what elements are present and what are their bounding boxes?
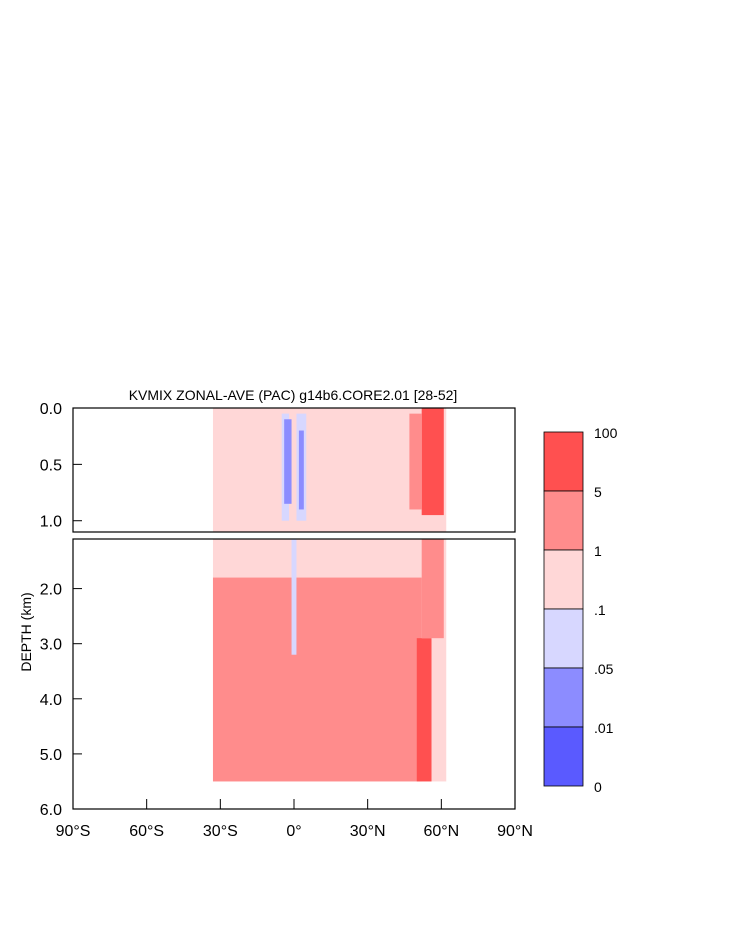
field-region: [298, 430, 304, 510]
x-tick-label: 60°N: [423, 823, 459, 840]
lower-panel: 2.0 3.0 4.0 5.0 6.0 90°S 60°S 30°S 0° 30°N 60°N 90°…: [40, 538, 533, 840]
field-region: [284, 419, 292, 504]
colorbar-label: .01: [594, 720, 614, 736]
x-tick-label: 90°N: [497, 823, 533, 840]
colorbar-legend: 100 5 1 .1 .05 .01 0: [543, 425, 618, 795]
colorbar-label: .1: [594, 602, 606, 618]
colorbar-swatch: [543, 608, 584, 669]
field-region: [416, 638, 432, 782]
field-region: [409, 413, 422, 510]
colorbar-swatch: [543, 431, 584, 492]
y-tick-label: 0.0: [40, 401, 62, 418]
field-region: [291, 539, 297, 655]
x-tick-label: 30°N: [350, 823, 386, 840]
upper-panel: 0.0 0.5 1.0: [40, 401, 516, 533]
y-tick-label: 2.0: [40, 582, 62, 599]
colorbar-label: 1: [594, 543, 602, 559]
x-tick-label: 30°S: [203, 823, 238, 840]
y-axis-label: DEPTH (km): [18, 592, 34, 671]
x-tick-label: 90°S: [56, 823, 91, 840]
colorbar-swatch: [543, 667, 584, 728]
y-tick-label: 0.5: [40, 457, 62, 474]
field-region: [421, 539, 444, 639]
field-region: [421, 408, 444, 516]
colorbar-swatch: [543, 549, 584, 610]
x-tick-label: 0°: [286, 823, 301, 840]
colorbar-label: 100: [594, 425, 618, 441]
y-tick-label: 1.0: [40, 514, 62, 531]
y-tick-label: 4.0: [40, 692, 62, 709]
y-tick-label: 3.0: [40, 637, 62, 654]
colorbar-label: 0: [594, 779, 602, 795]
colorbar-label: 5: [594, 484, 602, 500]
field-upper-panel: [212, 408, 447, 532]
y-tick-label: 5.0: [40, 747, 62, 764]
y-tick-label: 6.0: [40, 802, 62, 819]
field-region: [212, 577, 422, 782]
colorbar-swatch: [543, 490, 584, 551]
panel-frame: [72, 407, 516, 533]
colorbar-swatch: [543, 726, 584, 787]
x-tick-label: 60°S: [129, 823, 164, 840]
chart-title: KVMIX ZONAL-AVE (PAC) g14b6.CORE2.01 [28…: [129, 387, 458, 403]
field-lower-panel: [212, 539, 447, 782]
colorbar-label: .05: [594, 661, 614, 677]
field-region: [212, 408, 447, 532]
